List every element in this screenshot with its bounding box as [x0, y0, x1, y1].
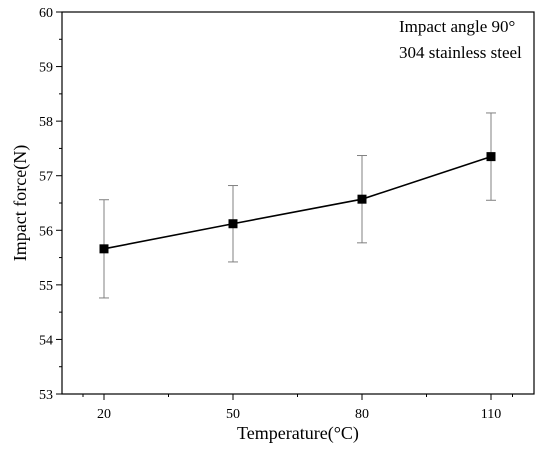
y-tick-label: 58	[39, 115, 53, 130]
plot-frame	[61, 11, 535, 395]
y-tick-label: 54	[39, 333, 53, 348]
error-bars	[99, 112, 496, 299]
series-line	[103, 155, 492, 250]
annotation-material: 304 stainless steel	[399, 43, 522, 62]
data-point-marker	[357, 194, 367, 204]
x-tick-label: 50	[226, 407, 240, 422]
y-tick-label: 53	[39, 388, 53, 403]
x-tick-label: 20	[97, 407, 111, 422]
y-tick-label: 57	[39, 170, 53, 185]
x-tick-label: 110	[481, 407, 501, 422]
series-layer	[99, 152, 496, 254]
y-tick-label: 55	[39, 279, 53, 294]
y-tick-label: 60	[39, 6, 53, 21]
x-tick-label: 80	[355, 407, 369, 422]
x-axis-title: Temperature(°C)	[237, 423, 359, 444]
data-point-marker	[486, 152, 496, 162]
data-point-marker	[228, 219, 238, 229]
y-axis-ticks: 53 54 55 56 57 58 59 60	[39, 6, 62, 403]
y-tick-label: 56	[39, 224, 53, 239]
x-axis-ticks: 20 50 80 110	[82, 394, 513, 422]
annotation-impact-angle: Impact angle 90°	[399, 17, 515, 36]
y-tick-label: 59	[39, 61, 53, 76]
y-axis-title: Impact force(N)	[10, 145, 31, 261]
data-point-marker	[99, 244, 109, 254]
